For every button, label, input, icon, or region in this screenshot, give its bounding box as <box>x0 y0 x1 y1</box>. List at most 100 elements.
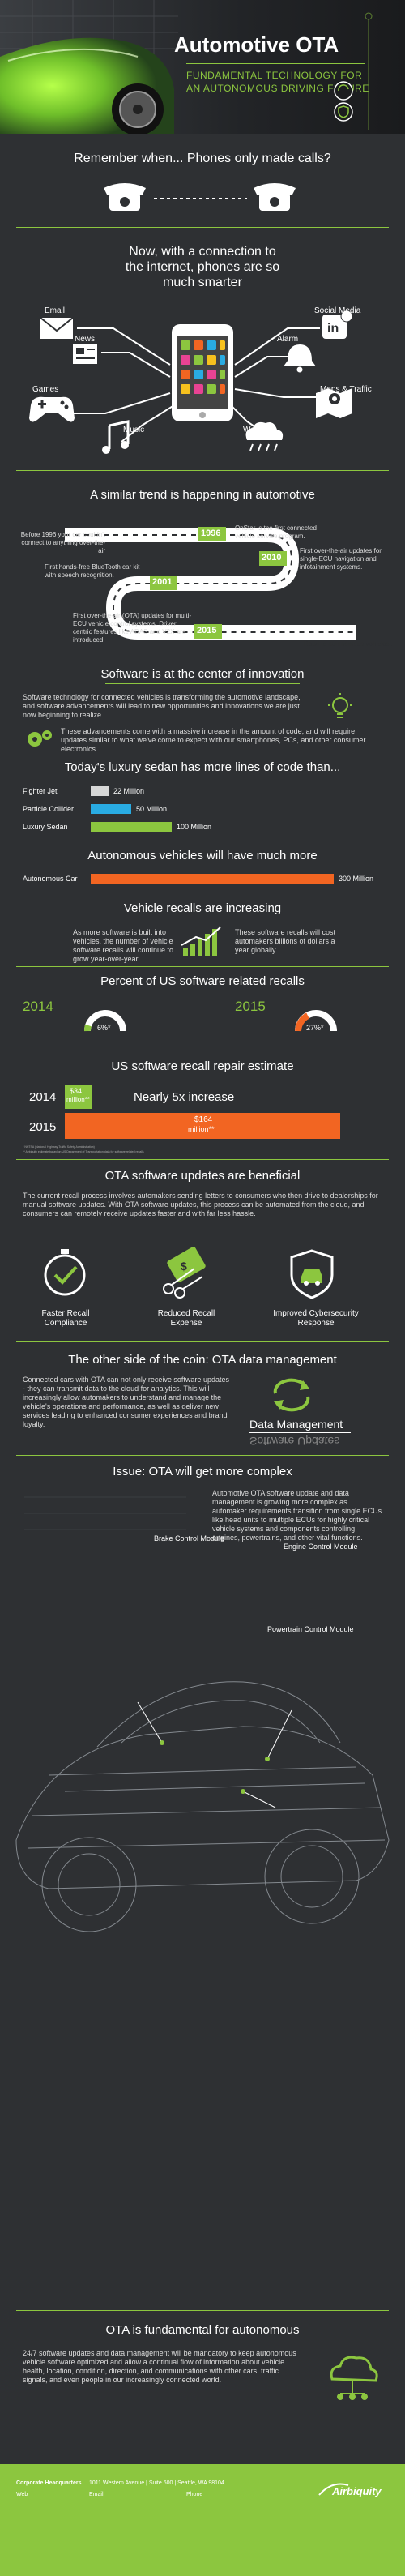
svg-text:in: in <box>327 322 339 336</box>
recalls-right: These software recalls will cost automak… <box>235 928 336 954</box>
smart-section: Now, with a connection to the internet, … <box>0 227 405 470</box>
percent-year-2014: 2014 <box>23 999 53 1014</box>
benefit-1-line2: Compliance <box>44 1319 87 1328</box>
lines-value-fighter: 22 Million <box>113 787 145 795</box>
smart-label-maps: Maps & Traffic <box>320 385 372 394</box>
lightbulb-icon <box>328 693 352 718</box>
lines-value-particle: 50 Million <box>136 805 168 813</box>
repair-footnote-1: * NHTSA (National Highway Traffic Safety… <box>23 1145 95 1149</box>
trend-year-2010: 2010 <box>262 553 282 563</box>
recalls-left: As more software is built into vehicles,… <box>73 928 174 963</box>
repair-year-2014: 2014 <box>29 1090 57 1104</box>
phones-section: Remember when... Phones only made calls? <box>0 134 405 227</box>
percent-year-2015: 2015 <box>235 999 266 1014</box>
footer-email-label[interactable]: Email <box>89 2492 104 2497</box>
settings-icon <box>28 730 52 747</box>
trend-year-2001: 2001 <box>152 577 173 587</box>
trend-year-2015: 2015 <box>197 626 217 635</box>
footer-logo[interactable]: Airbiquity <box>316 2479 389 2500</box>
hero-divider <box>186 63 364 64</box>
game-controller-icon <box>29 396 75 422</box>
weather-icon <box>245 421 284 451</box>
repair-footnote-2: ** Airbiquity estimate based on US Depar… <box>23 1150 144 1153</box>
hero-subtitle-line1: FUNDAMENTAL TECHNOLOGY FOR <box>186 70 363 81</box>
hero-title: Automotive OTA <box>174 32 339 57</box>
innovation-section: Software is at the center of innovation … <box>0 653 405 754</box>
autonomous-bar <box>91 874 334 884</box>
repair-value-2015a: $164 <box>194 1115 213 1124</box>
lines-label-sedan: Luxury Sedan <box>23 823 68 831</box>
percent-title: Percent of US software related recalls <box>100 974 305 988</box>
trend-1996-text: OnStar is the first connected vehicle se… <box>235 524 317 540</box>
recalls-title: Vehicle recalls are increasing <box>123 901 282 915</box>
fundamental-title: OTA is fundamental for autonomous <box>105 2323 300 2337</box>
cloud-network-icon <box>330 2356 378 2400</box>
email-icon <box>40 317 74 339</box>
smart-label-email: Email <box>45 306 66 315</box>
phones-illustration <box>104 183 296 211</box>
wireframe-section <box>0 1654 405 2310</box>
phones-title: Remember when... Phones only made calls? <box>74 152 331 165</box>
smart-title-line3: much smarter <box>163 276 242 289</box>
footer-address: 1011 Western Avenue | Suite 600 | Seattl… <box>89 2480 224 2486</box>
datamgmt-label: Data Management <box>249 1418 343 1431</box>
benefit-icons: $ <box>44 1247 334 1299</box>
benefit-2-line1: Reduced Recall <box>157 1309 215 1318</box>
benefit-3-line1: Improved Cybersecurity <box>273 1309 359 1318</box>
datamgmt-title: The other side of the coin: OTA data man… <box>68 1353 337 1367</box>
percent-value-2015: 27%* <box>306 1024 324 1032</box>
news-icon <box>73 344 97 364</box>
footer: Corporate Headquarters 1011 Western Aven… <box>0 2464 405 2576</box>
smart-phone-diagram: in <box>29 310 353 454</box>
refresh-check-icon <box>338 84 349 92</box>
repair-value-2014b: million** <box>66 1096 90 1103</box>
beneficial-title: OTA software updates are beneficial <box>104 1169 301 1183</box>
airbiquity-logo-icon <box>318 2483 349 2496</box>
repair-title: US software recall repair estimate <box>111 1059 294 1073</box>
lines-label-particle: Particle Collider <box>23 805 75 813</box>
autonomous-value: 300 Million <box>339 875 374 883</box>
repair-bar-2014 <box>65 1085 92 1109</box>
map-pin-icon <box>316 388 352 418</box>
footer-brand: Airbiquity <box>332 2485 382 2497</box>
datamgmt-divider <box>249 1432 351 1433</box>
hero-section: Automotive OTA FUNDAMENTAL TECHNOLOGY FO… <box>0 0 405 134</box>
trend-road-text: Road to autonomous vehicles... <box>304 640 395 648</box>
footer-web-label[interactable]: Web <box>16 2492 28 2497</box>
scissors-tag-icon: $ <box>163 1247 206 1299</box>
footer-hq: Corporate Headquarters <box>16 2480 82 2486</box>
beneficial-section: OTA software updates are beneficial The … <box>0 1159 405 1341</box>
lines-bar-sedan <box>91 822 172 832</box>
benefit-3-line2: Response <box>297 1319 335 1328</box>
trend-before: Before 1996 your car couldn't connect to… <box>20 531 105 554</box>
alarm-icon <box>284 344 316 373</box>
lines-value-sedan: 100 Million <box>177 823 212 831</box>
benefit-2-line2: Expense <box>170 1319 202 1328</box>
shield-car-icon <box>290 1249 334 1299</box>
percent-section: Percent of US software related recalls 2… <box>0 965 405 1058</box>
hero-subtitle-line2: AN AUTONOMOUS DRIVING FUTURE <box>186 83 369 94</box>
music-note-icon <box>102 420 130 454</box>
repair-value-2015b: million** <box>188 1125 215 1133</box>
trend-2001-text: First hands-free BlueTooth car kit with … <box>45 563 140 579</box>
percent-value-2014: 6%* <box>97 1024 111 1032</box>
sync-arrows-icon <box>273 1378 310 1412</box>
fundamental-text: 24/7 software updates and data managemen… <box>23 2349 296 2384</box>
repair-section: US software recall repair estimate 2014 … <box>0 1058 405 1159</box>
gauge-2014 <box>84 1010 126 1032</box>
fundamental-section: OTA is fundamental for autonomous 24/7 s… <box>0 2310 405 2464</box>
smart-title-line2: the internet, phones are so <box>125 260 280 274</box>
complex-bg-pattern <box>24 1496 186 1530</box>
trend-2015-text: First over-the-air (OTA) updates for mul… <box>73 612 192 644</box>
shield-check-icon <box>338 105 349 118</box>
innovation-title: Software is at the center of innovation <box>100 667 305 681</box>
footer-phone-label: Phone <box>186 2492 203 2497</box>
gauge-2015 <box>295 1010 337 1032</box>
hero-car-image <box>0 0 405 134</box>
recalls-section: Vehicle recalls are increasing As more s… <box>0 892 405 965</box>
growth-chart-icon <box>181 926 221 956</box>
repair-year-2015: 2015 <box>29 1120 57 1134</box>
smart-label-music: Music <box>123 426 145 434</box>
smart-label-games: Games <box>32 385 59 394</box>
trend-2010-text: First over-the-air updates for single-EC… <box>300 547 382 571</box>
